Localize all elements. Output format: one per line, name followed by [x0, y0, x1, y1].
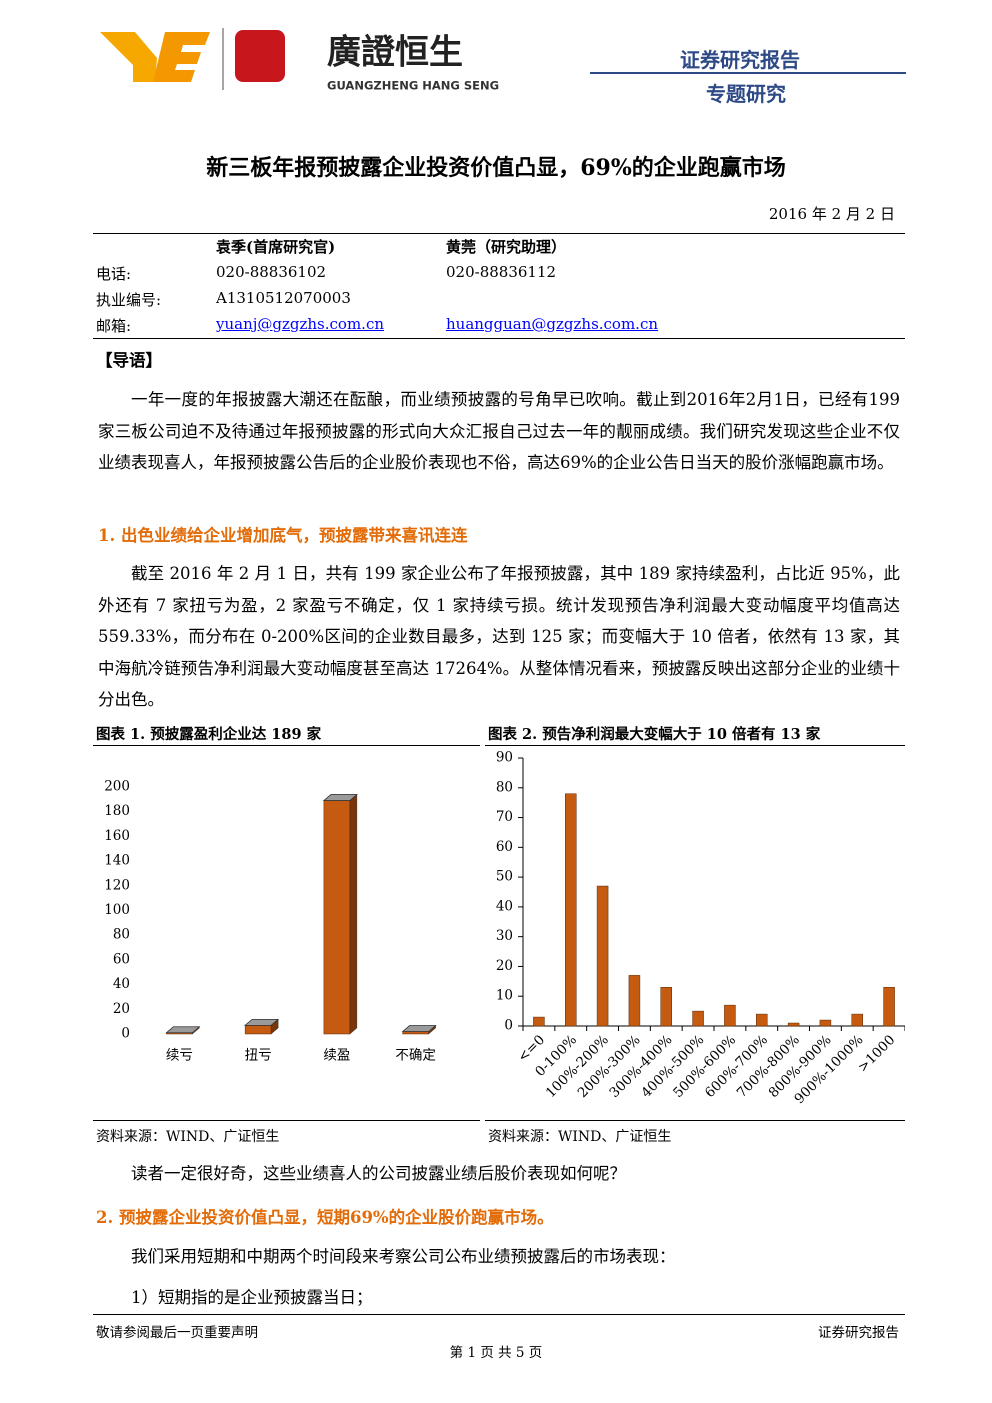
y-tick-label: 60 — [496, 839, 513, 855]
logo-mark — [100, 32, 157, 82]
paragraph: 截至 2016 年 2 月 1 日，共有 199 家企业公布了年报预披露，其中 … — [98, 564, 900, 709]
rule — [93, 338, 905, 339]
logo-mark — [153, 32, 210, 82]
bar-top — [322, 794, 358, 801]
y-tick-label: 100 — [104, 902, 130, 918]
bar — [756, 1013, 768, 1027]
bar-top — [401, 1025, 437, 1032]
rule — [93, 233, 905, 234]
y-tick-label: 140 — [104, 853, 130, 869]
y-tick-label: 50 — [496, 869, 513, 885]
bar — [883, 987, 895, 1027]
y-tick-label: 160 — [104, 828, 130, 844]
x-tick-label: 不确定 — [395, 1048, 436, 1064]
rule — [93, 1120, 480, 1121]
x-tick-label: 续盈 — [323, 1048, 350, 1064]
report-kind: 专题研究 — [706, 82, 786, 106]
paragraph: 读者一定很好奇，这些业绩喜人的公司披露业绩后股价表现如何呢？ — [131, 1164, 626, 1183]
intro-heading: 【导语】 — [96, 351, 162, 370]
y-tick-label: 40 — [496, 898, 513, 914]
bar — [628, 975, 641, 1027]
bar-top — [165, 1026, 201, 1034]
bar — [787, 1022, 800, 1027]
y-tick-label: 60 — [113, 951, 130, 967]
logo-emblem — [235, 30, 285, 82]
section-heading: 2. 预披露企业投资价值凸显，短期69%的企业股价跑赢市场。 — [96, 1208, 554, 1227]
intro: 一年一度的年报披露大潮还在酝酿，而业绩预披露的号角早已吹响。截止到2016年2月… — [98, 390, 900, 472]
license: A1310512070003 — [216, 289, 351, 307]
x-tick-label: 续亏 — [166, 1048, 193, 1064]
bar — [323, 800, 351, 1035]
bar — [851, 1013, 863, 1027]
bar — [660, 987, 672, 1027]
bar — [565, 793, 577, 1027]
y-tick-label: 120 — [104, 877, 130, 893]
rule — [485, 1120, 905, 1121]
x-tick-label: 扭亏 — [245, 1048, 272, 1064]
date: 2016 年 2 月 2 日 — [768, 205, 895, 223]
chart-caption: 图表 1. 预披露盈利企业达 189 家 — [96, 726, 322, 743]
footer-left: 敬请参阅最后一页重要声明 — [96, 1325, 258, 1341]
y-tick-label: 20 — [496, 958, 513, 974]
section-heading: 1. 出色业绩给企业增加底气，预披露带来喜讯连连 — [98, 526, 468, 545]
phone: 020-88836102 — [216, 263, 327, 281]
y-tick-label: 0 — [121, 1026, 130, 1042]
bar — [819, 1019, 832, 1027]
report-type: 证券研究报告 — [680, 48, 800, 72]
email-link[interactable]: yuanj@gzgzhs.com.cn — [216, 315, 385, 333]
y-tick-label: 0 — [504, 1018, 513, 1034]
list-item: 1）短期指的是企业预披露当日； — [131, 1288, 373, 1307]
author-name: 袁季(首席研究官) — [216, 238, 336, 256]
y-tick-label: 30 — [496, 928, 513, 944]
brand-en: GUANGZHENG HANG SENG — [327, 79, 499, 93]
brand-cn: 廣證恒生 — [327, 33, 463, 73]
bar — [692, 1010, 704, 1027]
label: 执业编号: — [96, 291, 162, 309]
y-tick-label: 20 — [113, 1001, 130, 1017]
label: 电话: — [96, 265, 132, 283]
paragraph: 我们采用短期和中期两个时间段来考察公司公布业绩预披露后的市场表现： — [131, 1247, 676, 1266]
page-number: 第 1 页 共 5 页 — [449, 1345, 543, 1361]
footer-rule — [93, 1314, 905, 1315]
bar-top — [244, 1018, 280, 1026]
y-tick-label: 80 — [113, 927, 130, 943]
bar — [596, 885, 609, 1027]
chart: 0102030405060708090<=00-100%100%-200%200… — [496, 750, 905, 1107]
rule — [93, 745, 480, 746]
bar — [724, 1004, 736, 1027]
email-link[interactable]: huangguan@gzgzhs.com.cn — [446, 315, 659, 333]
y-tick-label: 90 — [496, 750, 513, 766]
y-tick-label: 80 — [496, 779, 513, 795]
bar — [244, 1025, 272, 1035]
y-tick-label: 40 — [113, 976, 130, 992]
title: 新三板年报预披露企业投资价值凸显，69%的企业跑赢市场 — [206, 155, 786, 181]
label: 邮箱: — [96, 317, 132, 335]
bar-side — [349, 794, 358, 1035]
chart: 0 20 40 60 80 100 120 140 160 180 200 续亏 扭亏 续盈 不确定 — [104, 779, 437, 1064]
source: 资料来源：WIND、广证恒生 — [488, 1129, 672, 1145]
y-tick-label: 10 — [496, 988, 513, 1004]
bar — [533, 1016, 545, 1027]
phone: 020-88836112 — [446, 263, 557, 281]
footer-right: 证券研究报告 — [818, 1325, 899, 1341]
source: 资料来源：WIND、广证恒生 — [96, 1129, 280, 1145]
rule — [485, 745, 905, 746]
y-tick-label: 70 — [496, 809, 513, 825]
y-tick-label: 200 — [104, 779, 130, 795]
header-rule — [590, 72, 906, 74]
logo: 廣證恒生 GUANGZHENG HANG SENG — [100, 28, 499, 93]
chart-caption: 图表 2. 预告净利润最大变幅大于 10 倍者有 13 家 — [488, 726, 821, 743]
author-name: 黄莞（研究助理） — [446, 238, 567, 256]
y-tick-label: 180 — [104, 803, 130, 819]
